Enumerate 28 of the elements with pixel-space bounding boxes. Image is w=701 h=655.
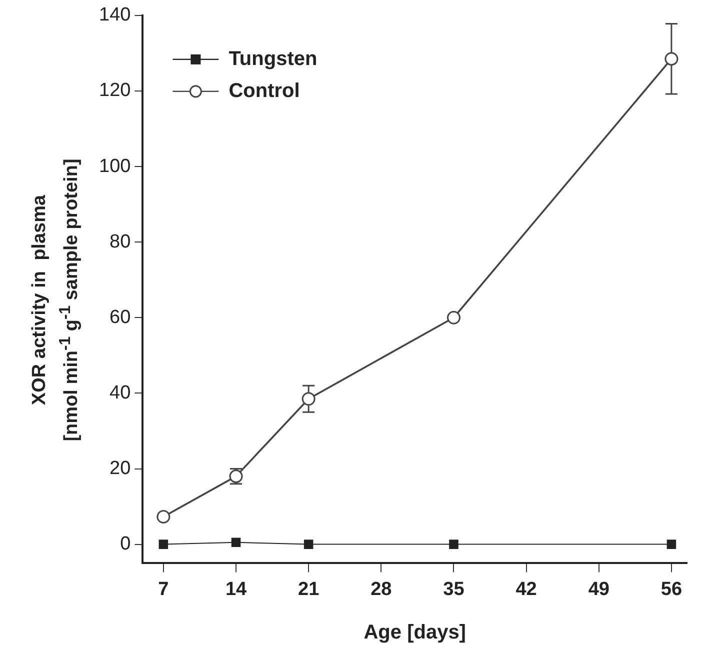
point [158, 540, 168, 549]
legend-label: Tungsten [228, 48, 318, 70]
y-tick-label: 20 [110, 458, 131, 479]
y-tick-label: 60 [110, 306, 131, 328]
point [664, 52, 678, 66]
y-tick-label: 40 [110, 382, 131, 404]
point [304, 540, 314, 549]
y-tick-label: 0 [120, 534, 131, 555]
point [666, 540, 676, 549]
x-tick-label: 56 [660, 578, 682, 600]
y-tick-label: 140 [99, 4, 131, 26]
x-tick-label: 28 [370, 578, 392, 600]
legend-label: Control [228, 80, 300, 102]
x-tick-label: 35 [443, 578, 465, 600]
point [231, 538, 241, 548]
point [302, 392, 316, 406]
point [449, 540, 458, 549]
x-tick-label: 42 [516, 578, 537, 600]
x-tick-label: 21 [298, 578, 320, 600]
point [446, 310, 460, 324]
y-tick-label: 100 [99, 156, 131, 177]
y-tick-label: 120 [99, 80, 131, 102]
point [156, 510, 170, 524]
x-axis-title: Age [days] [364, 622, 466, 644]
y-tick-label: 80 [110, 231, 131, 252]
x-tick-label: 7 [158, 578, 169, 600]
x-tick-label: 49 [588, 578, 610, 600]
x-tick-label: 14 [225, 578, 248, 600]
